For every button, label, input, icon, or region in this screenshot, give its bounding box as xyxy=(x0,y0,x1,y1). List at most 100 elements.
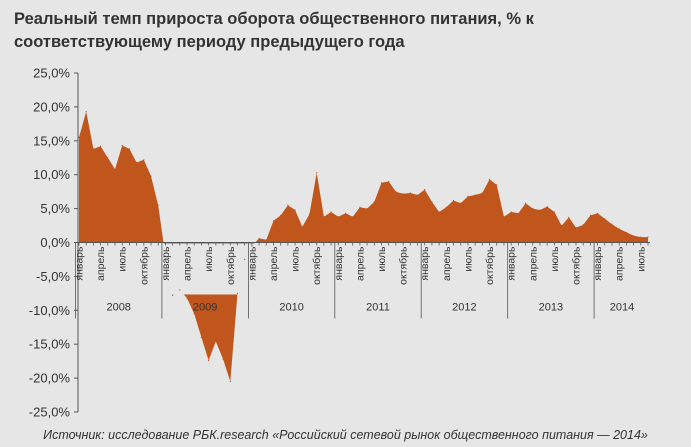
data-point xyxy=(301,226,303,228)
data-point xyxy=(611,223,613,225)
x-tick-label: апрель xyxy=(95,246,107,281)
data-point xyxy=(503,216,505,218)
y-tick-label: 20,0% xyxy=(33,99,70,114)
data-point xyxy=(85,111,87,113)
data-point xyxy=(445,206,447,208)
data-point xyxy=(164,255,166,257)
data-point xyxy=(589,214,592,216)
data-point xyxy=(402,193,404,195)
x-tick-label: апрель xyxy=(614,246,626,281)
x-tick-label: январь xyxy=(592,246,604,281)
x-tick-label: октябрь xyxy=(138,246,150,285)
x-tick-label: июль xyxy=(117,246,129,272)
data-point xyxy=(157,204,159,206)
data-point xyxy=(78,136,80,138)
data-point xyxy=(409,192,411,194)
y-tick-label: -15,0% xyxy=(29,337,71,352)
data-point xyxy=(481,192,483,194)
data-point xyxy=(460,202,462,204)
x-tick-label: октябрь xyxy=(225,246,237,285)
data-point xyxy=(352,216,354,218)
data-point xyxy=(525,202,527,204)
data-point xyxy=(510,211,512,213)
data-point xyxy=(143,159,145,161)
data-point xyxy=(582,224,584,226)
data-point xyxy=(647,236,649,238)
data-point xyxy=(323,216,325,218)
x-tick-label: апрель xyxy=(441,246,453,281)
data-point xyxy=(244,258,246,260)
x-tick-label: июль xyxy=(203,246,215,272)
x-tick-label: январь xyxy=(333,246,345,281)
data-point xyxy=(287,204,289,206)
x-tick-label: октябрь xyxy=(484,246,496,285)
data-point xyxy=(452,199,455,202)
data-point xyxy=(215,340,217,343)
data-point xyxy=(280,214,282,216)
x-tick-label: июль xyxy=(635,246,647,272)
data-point xyxy=(272,220,275,222)
data-point xyxy=(136,161,138,164)
data-point xyxy=(373,201,375,203)
y-tick-label: -25,0% xyxy=(29,405,71,420)
data-point xyxy=(496,184,498,186)
x-tick-label: январь xyxy=(506,246,518,281)
data-point xyxy=(121,144,123,147)
data-point xyxy=(208,359,210,362)
year-label: 2010 xyxy=(279,302,303,314)
x-tick-label: январь xyxy=(246,246,258,281)
data-point xyxy=(251,245,253,247)
data-point xyxy=(236,292,239,294)
data-point xyxy=(640,236,642,238)
year-label: 2013 xyxy=(539,302,563,314)
data-point xyxy=(200,336,202,338)
y-tick-label: -5,0% xyxy=(36,269,70,284)
year-label: 2012 xyxy=(452,302,476,314)
x-tick-label: октябрь xyxy=(311,246,323,285)
data-point xyxy=(107,157,109,159)
year-label: 2008 xyxy=(106,302,130,314)
data-point xyxy=(546,206,548,208)
data-point xyxy=(553,211,556,213)
y-tick-label: 5,0% xyxy=(40,201,70,216)
data-point xyxy=(618,228,620,230)
data-point xyxy=(337,216,339,218)
chart-source: Источник: исследование РБК.research «Рос… xyxy=(43,428,648,442)
data-point xyxy=(424,189,426,191)
y-tick-label: 10,0% xyxy=(33,167,70,182)
x-tick-label: октябрь xyxy=(571,246,583,285)
x-tick-label: январь xyxy=(74,246,86,281)
y-tick-label: 15,0% xyxy=(33,133,70,148)
data-point xyxy=(114,168,116,170)
data-point xyxy=(258,237,260,239)
data-point xyxy=(316,172,318,174)
data-point xyxy=(172,294,174,296)
data-point xyxy=(308,213,311,215)
data-point xyxy=(92,148,94,150)
year-label: 2011 xyxy=(366,302,390,314)
data-point xyxy=(575,227,577,229)
x-tick-label: июль xyxy=(462,246,474,272)
data-point xyxy=(100,145,102,147)
data-point xyxy=(561,225,563,227)
chart-title: Реальный темп прироста оборота обществен… xyxy=(14,10,534,51)
data-point xyxy=(467,195,469,197)
data-point xyxy=(474,194,476,196)
data-point xyxy=(344,212,347,214)
data-point xyxy=(517,212,520,214)
x-tick-label: июль xyxy=(549,246,561,272)
data-point xyxy=(330,211,332,213)
data-point xyxy=(438,211,440,213)
data-point xyxy=(633,235,635,237)
y-tick-label: 0,0% xyxy=(40,235,70,250)
data-point xyxy=(416,194,419,196)
data-point xyxy=(222,358,224,360)
data-point xyxy=(568,216,570,218)
x-tick-label: январь xyxy=(160,246,172,281)
x-tick-label: июль xyxy=(290,246,302,272)
data-point xyxy=(186,297,188,299)
data-point xyxy=(179,289,181,291)
data-point xyxy=(488,178,491,180)
